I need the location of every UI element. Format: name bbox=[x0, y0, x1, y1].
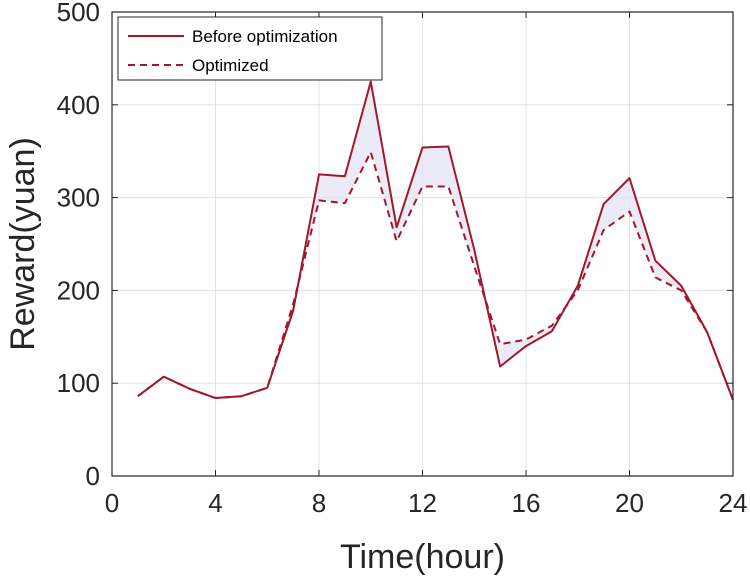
legend-box bbox=[117, 16, 383, 81]
x-tick-label: 16 bbox=[512, 488, 541, 518]
x-tick-label: 20 bbox=[615, 488, 644, 518]
x-tick-label: 0 bbox=[105, 488, 119, 518]
grid bbox=[112, 12, 733, 476]
legend: Before optimization Optimized bbox=[117, 16, 383, 81]
y-tick-label: 0 bbox=[86, 461, 100, 491]
y-axis-ticks: 0 100 200 300 400 500 bbox=[57, 0, 733, 491]
y-tick-label: 300 bbox=[57, 183, 100, 213]
x-tick-label: 12 bbox=[408, 488, 437, 518]
y-tick-label: 500 bbox=[57, 0, 100, 27]
y-tick-label: 400 bbox=[57, 90, 100, 120]
difference-fill-area bbox=[137, 81, 733, 400]
series-layer bbox=[137, 80, 734, 401]
x-tick-label: 8 bbox=[312, 488, 326, 518]
series-line-optimized bbox=[137, 151, 734, 401]
x-tick-label: 4 bbox=[208, 488, 222, 518]
y-axis-label: Reward(yuan) bbox=[4, 137, 42, 351]
legend-entry-before-optimization: Before optimization bbox=[192, 27, 338, 46]
x-tick-label: 24 bbox=[719, 488, 748, 518]
y-tick-label: 100 bbox=[57, 368, 100, 398]
y-tick-label: 200 bbox=[57, 275, 100, 305]
x-axis-label: Time(hour) bbox=[340, 538, 505, 576]
legend-entry-optimized: Optimized bbox=[192, 56, 269, 75]
x-axis-ticks: 0 4 8 12 16 20 24 bbox=[105, 12, 748, 518]
